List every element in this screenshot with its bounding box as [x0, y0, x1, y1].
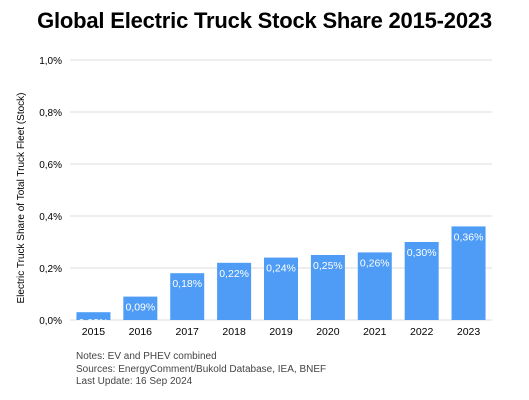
bar: [357, 252, 392, 320]
bar-value-label: 0,24%: [266, 263, 296, 275]
bar: [76, 312, 111, 320]
chart-title: Global Electric Truck Stock Share 2015-2…: [37, 8, 492, 33]
x-tick-label: 2021: [363, 326, 387, 338]
bar: [123, 296, 158, 320]
x-axis-ticks: 2015 2016 2017 2018 2019 2020 2021 2022 2023: [82, 326, 481, 338]
note-sources: Sources: EnergyComment/Bukold Database, …: [76, 363, 327, 375]
bar: [451, 226, 486, 320]
y-tick-label: 0,2%: [39, 264, 62, 275]
x-tick-label: 2020: [316, 326, 340, 338]
y-tick-label: 0,4%: [39, 212, 62, 223]
bar: [404, 242, 439, 320]
y-tick-label: 0,8%: [39, 108, 62, 119]
bar: [170, 273, 205, 320]
bar-value-label: 0,09%: [125, 302, 155, 314]
bar: [310, 255, 345, 320]
y-axis-ticks: 0,0% 0,2% 0,4% 0,6% 0,8% 1,0%: [39, 56, 62, 327]
bars: 0,03% 0,09% 0,18% 0,22% 0,24% 0,25% 0,26% 0,30%…: [76, 226, 486, 329]
x-tick-label: 2022: [410, 326, 434, 338]
note-last-update: Last Update: 16 Sep 2024: [76, 376, 193, 387]
bar-value-label: 0,25%: [313, 260, 343, 272]
bar-value-label: 0,30%: [407, 247, 437, 259]
x-tick-label: 2018: [222, 326, 246, 338]
bar-value-label: 0,22%: [219, 268, 249, 280]
x-tick-label: 2015: [82, 326, 106, 338]
y-axis-label: Electric Truck Share of Total Truck Flee…: [16, 93, 27, 304]
bar-value-label: 0,18%: [172, 278, 202, 290]
y-tick-label: 1,0%: [39, 56, 62, 67]
bar-value-label: 0,03%: [79, 317, 109, 329]
x-tick-label: 2017: [176, 326, 200, 338]
note-combined: Notes: EV and PHEV combined: [76, 351, 217, 362]
bar-value-label: 0,36%: [454, 231, 484, 243]
y-tick-label: 0,6%: [39, 160, 62, 171]
x-tick-label: 2016: [129, 326, 153, 338]
bar-value-label: 0,26%: [360, 257, 390, 269]
x-tick-label: 2023: [457, 326, 481, 338]
y-tick-label: 0,0%: [39, 316, 62, 327]
x-tick-label: 2019: [269, 326, 293, 338]
bar: [217, 262, 252, 320]
chart-notes: Notes: EV and PHEV combined Sources: Ene…: [76, 351, 326, 389]
bar: [264, 257, 298, 320]
